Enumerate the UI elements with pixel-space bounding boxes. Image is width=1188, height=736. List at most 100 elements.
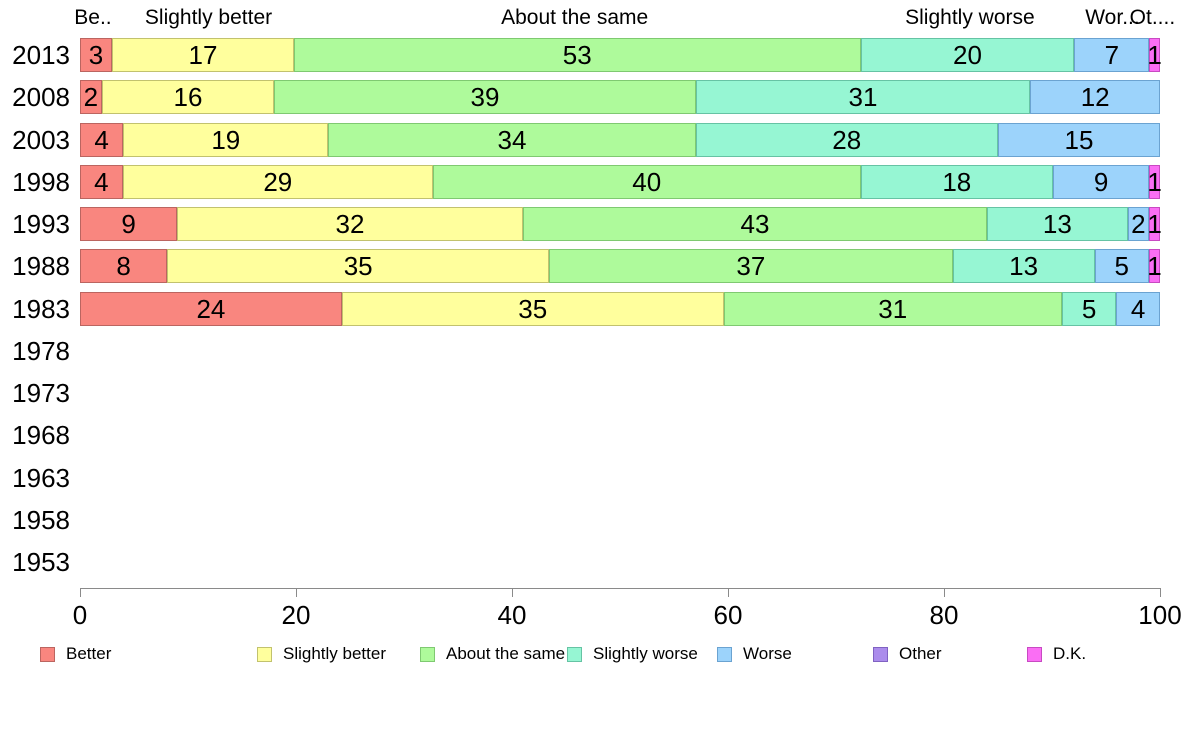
bar-segment[interactable]: 32 xyxy=(177,207,523,241)
segment-value: 31 xyxy=(878,293,908,324)
bar-segment[interactable]: 24 xyxy=(80,291,342,326)
segment-value: 37 xyxy=(736,251,766,282)
bar-segment[interactable]: 12 xyxy=(1030,80,1160,115)
bar-segment[interactable]: 4 xyxy=(80,164,123,199)
year-label: 2008 xyxy=(12,82,70,113)
bar-segment[interactable]: 1 xyxy=(1147,164,1162,199)
bar-segment[interactable]: 5 xyxy=(1061,291,1117,326)
year-label: 2003 xyxy=(12,124,70,155)
bar-segment[interactable]: 15 xyxy=(997,122,1160,157)
legend-swatch xyxy=(257,646,272,662)
bar-segment[interactable]: 53 xyxy=(293,38,861,72)
bar-segment[interactable]: 16 xyxy=(101,80,275,115)
segment-value: 20 xyxy=(953,40,982,70)
legend-label: About the same xyxy=(446,644,566,663)
legend-item-slightly-better[interactable]: Slightly better xyxy=(257,644,386,664)
segment-value: 9 xyxy=(1093,166,1109,197)
bar-segment[interactable]: 1 xyxy=(1147,249,1162,284)
bar-segment[interactable]: 35 xyxy=(167,249,550,284)
year-label: 1953 xyxy=(12,547,70,577)
legend-item-worse[interactable]: Worse xyxy=(717,644,792,664)
legend-label: Better xyxy=(66,644,112,663)
legend-item-slightly-worse[interactable]: Slightly worse xyxy=(567,644,698,664)
segment-value: 18 xyxy=(942,166,972,197)
segment-value: 13 xyxy=(1009,251,1039,282)
segment-value: 8 xyxy=(116,251,131,282)
bar-segment[interactable]: 13 xyxy=(952,249,1095,284)
bar-segment[interactable]: 1 xyxy=(1147,207,1162,241)
x-axis-tick xyxy=(1160,588,1161,597)
legend-swatch xyxy=(420,646,435,662)
legend-swatch xyxy=(40,646,55,662)
year-label: 1958 xyxy=(12,504,70,535)
legend-swatch xyxy=(873,646,888,662)
column-header: Be.. xyxy=(74,6,112,29)
segment-value: 39 xyxy=(470,82,500,113)
bar-segment[interactable]: 34 xyxy=(328,122,696,157)
bar-segment[interactable]: 18 xyxy=(860,164,1054,199)
legend-label: D.K. xyxy=(1053,644,1087,663)
segment-value: 29 xyxy=(263,166,293,197)
bar-segment[interactable]: 9 xyxy=(1053,164,1150,199)
year-label: 1973 xyxy=(12,378,70,408)
year-label: 1993 xyxy=(12,209,70,239)
x-tick-label: 60 xyxy=(713,600,743,630)
bar-segment[interactable]: 1 xyxy=(1147,38,1162,72)
bar-segment[interactable]: 29 xyxy=(122,164,433,199)
bar-row: 3 17 53 20 7 1 xyxy=(80,38,1162,72)
column-header: Slightly worse xyxy=(905,6,1035,29)
bar-segment[interactable]: 7 xyxy=(1074,38,1150,72)
bar-segment[interactable]: 35 xyxy=(341,291,724,326)
column-headers: Be.. Slightly better About the same Slightl… xyxy=(74,0,1175,34)
bar-segment[interactable]: 43 xyxy=(522,207,988,241)
segment-value: 2 xyxy=(1131,209,1146,239)
bar-row: 4 29 40 18 9 1 xyxy=(80,164,1162,199)
legend-label: Slightly worse xyxy=(593,644,698,663)
year-label: 1968 xyxy=(12,420,70,451)
segment-value: 40 xyxy=(632,166,662,197)
legend-item-about-the-same[interactable]: About the same xyxy=(420,644,565,664)
bar-segment[interactable]: 17 xyxy=(112,38,294,72)
bar-segment[interactable]: 5 xyxy=(1094,249,1150,284)
bar-segment[interactable]: 9 xyxy=(80,207,178,241)
legend-item-d-k[interactable]: D.K. xyxy=(1027,644,1086,664)
segment-value: 17 xyxy=(188,40,218,70)
bar-segment[interactable]: 37 xyxy=(549,249,953,284)
segment-value: 1 xyxy=(1147,251,1162,282)
year-label: 1983 xyxy=(12,293,70,324)
bar-segment[interactable]: 2 xyxy=(80,80,102,115)
bar-segment[interactable]: 2 xyxy=(1127,207,1150,241)
segment-value: 24 xyxy=(196,293,226,324)
x-tick-label: 40 xyxy=(497,600,527,630)
legend-item-better[interactable]: Better xyxy=(40,644,111,664)
legend-label: Slightly better xyxy=(283,644,386,663)
segment-value: 12 xyxy=(1080,82,1110,113)
segment-value: 15 xyxy=(1064,124,1094,155)
year-label: 1998 xyxy=(12,166,70,197)
segment-value: 43 xyxy=(740,209,770,239)
bar-segment[interactable]: 31 xyxy=(695,80,1031,115)
bar-segment[interactable]: 4 xyxy=(80,122,124,157)
legend-label: Worse xyxy=(743,644,792,663)
bar-segment[interactable]: 39 xyxy=(274,80,696,115)
year-label: 1963 xyxy=(12,462,70,493)
segment-value: 35 xyxy=(343,251,373,282)
bar-segment[interactable]: 8 xyxy=(80,249,168,284)
legend-swatch xyxy=(567,646,582,662)
segment-value: 32 xyxy=(335,209,365,239)
segment-value: 4 xyxy=(1130,293,1146,324)
bar-segment[interactable]: 31 xyxy=(723,291,1062,326)
bar-segment[interactable]: 4 xyxy=(1116,291,1160,326)
bar-segment[interactable]: 40 xyxy=(432,164,861,199)
bar-segment[interactable]: 28 xyxy=(695,122,998,157)
segment-value: 3 xyxy=(88,40,104,70)
bar-segment[interactable]: 19 xyxy=(123,122,329,157)
x-tick-label: 100 xyxy=(1138,600,1182,630)
bar-segment[interactable]: 13 xyxy=(987,207,1128,241)
legend-item-other[interactable]: Other xyxy=(873,644,942,664)
segment-value: 31 xyxy=(848,82,878,113)
bar-segment[interactable]: 20 xyxy=(860,38,1075,72)
bar-segment[interactable]: 3 xyxy=(80,38,113,72)
year-label: 2013 xyxy=(12,40,70,70)
